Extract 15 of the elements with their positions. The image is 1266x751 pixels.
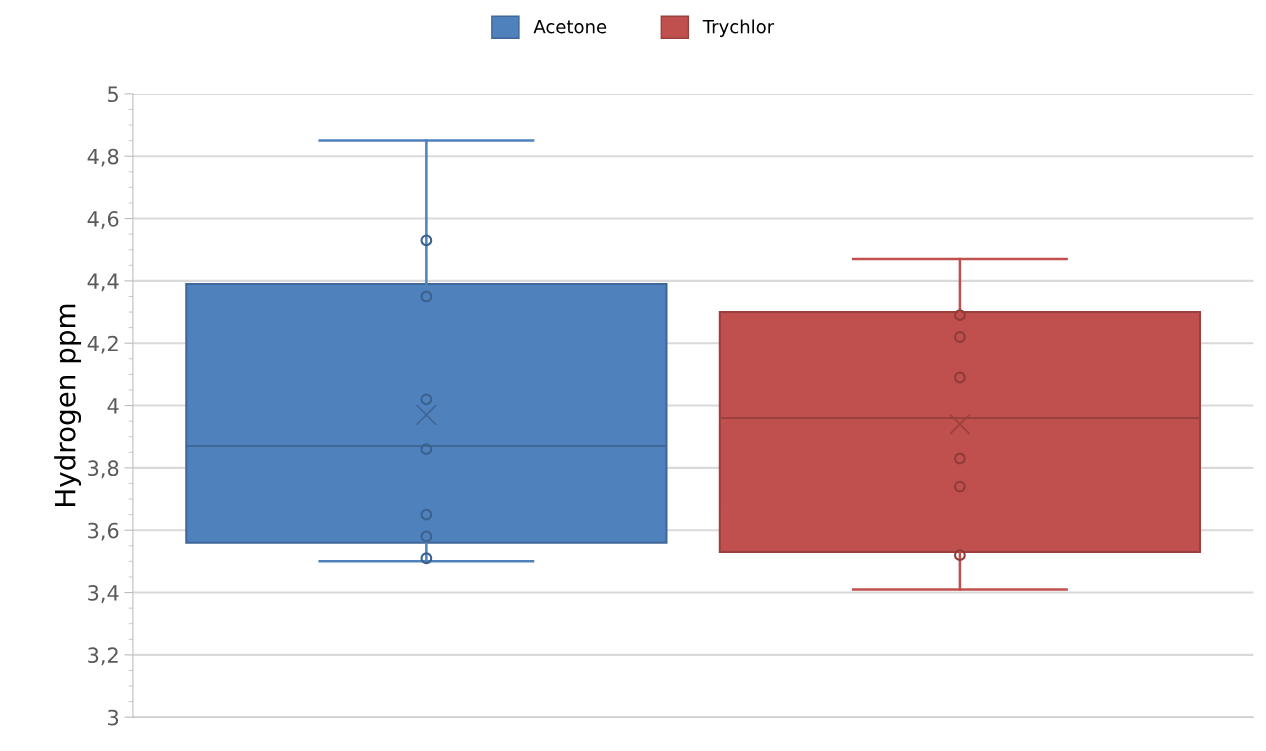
y-tick-label: 4,4 bbox=[87, 273, 119, 292]
y-axis-title: Hydrogen ppm bbox=[54, 304, 82, 506]
y-tick-label: 3 bbox=[108, 709, 119, 726]
point bbox=[420, 552, 433, 565]
y-tick-label: 4,6 bbox=[87, 210, 119, 229]
y-tick-label: 3,6 bbox=[88, 522, 119, 541]
y-tick-label: 4 bbox=[107, 398, 119, 414]
legend-label: Trychlor bbox=[702, 19, 775, 37]
y-tick-label: 3,8 bbox=[88, 460, 119, 479]
y-tick-label: 4,2 bbox=[87, 335, 118, 354]
y-tick-label: 4,8 bbox=[87, 148, 119, 167]
y-tick-label: 5 bbox=[108, 86, 118, 103]
y-tick-label: 3,2 bbox=[88, 647, 118, 666]
y-tick-label: 3,4 bbox=[88, 584, 119, 603]
legend-label: Acetone bbox=[533, 20, 607, 34]
